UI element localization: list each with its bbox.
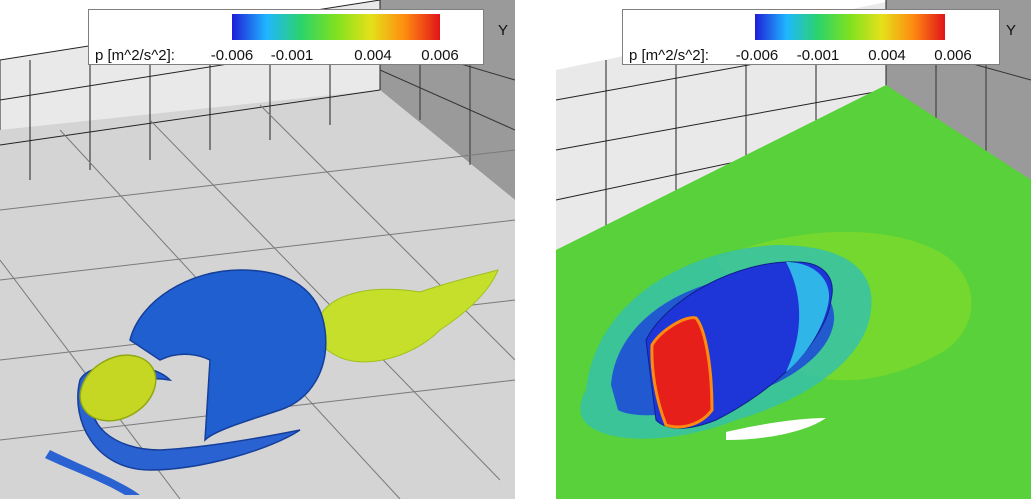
colorbar-tick: 0.004: [354, 47, 392, 64]
left-panel: p [m^2/s^2]: -0.006 -0.001 0.004 0.006 Y: [0, 0, 515, 499]
vortex-body-isosurface: [129, 269, 327, 442]
colorbar-tick: -0.006: [735, 47, 779, 64]
axis-label-y: Y: [1006, 22, 1017, 39]
horseshoe-vortex-arm: [77, 364, 301, 471]
body-underside-gap: [726, 418, 826, 440]
colorbar-gradient: [755, 14, 945, 40]
colorbar-tick: 0.006: [934, 47, 972, 64]
right-panel: p [m^2/s^2]: -0.006 -0.001 0.004 0.006 Y: [516, 0, 1031, 499]
wake-isosurface: [315, 269, 499, 363]
axis-label-y: Y: [498, 22, 509, 39]
body-cyan-band: [786, 262, 830, 372]
colorbar-tick: -0.001: [270, 47, 314, 64]
colorbar-variable-label: p [m^2/s^2]:: [95, 47, 175, 64]
ellipsoid-isosurface: [79, 354, 157, 422]
colorbar-tick: 0.006: [421, 47, 459, 64]
colorbar-variable-label: p [m^2/s^2]:: [629, 47, 709, 64]
right-3d-scene: [555, 0, 1031, 499]
colorbar-gradient: [232, 14, 440, 40]
colorbar-tick: 0.004: [868, 47, 906, 64]
vortex-strand: [45, 450, 140, 495]
colorbar-legend: p [m^2/s^2]: -0.006 -0.001 0.004 0.006: [622, 9, 1000, 65]
stagnation-pressure-face: [650, 316, 714, 429]
colorbar-tick: -0.001: [796, 47, 840, 64]
left-3d-scene: [0, 0, 515, 499]
colorbar-legend: p [m^2/s^2]: -0.006 -0.001 0.004 0.006: [88, 9, 484, 65]
colorbar-tick: -0.006: [210, 47, 254, 64]
